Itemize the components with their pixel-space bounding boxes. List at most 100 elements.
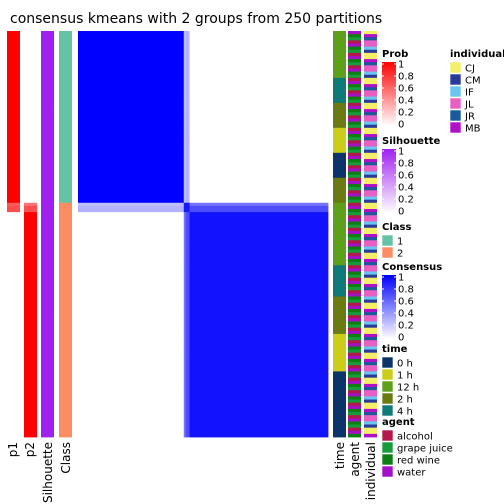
consensus-cell (189, 352, 329, 357)
legend-tick-label: 0.4 (398, 183, 414, 194)
agent-cell (348, 74, 361, 79)
consensus-cell (78, 333, 185, 338)
consensus-cell (185, 362, 190, 366)
p2-cell (24, 346, 37, 350)
consensus-cell (185, 243, 190, 247)
consensus-cell (185, 212, 190, 216)
p1-cell (7, 230, 20, 235)
p2-cell (24, 327, 37, 332)
p1-cell (7, 112, 20, 116)
p2-cell (24, 230, 37, 235)
consensus-cell (185, 255, 190, 260)
legend-tick-label: 1 (398, 273, 404, 284)
individual-cell (364, 227, 377, 232)
consensus-cell (189, 230, 329, 235)
class-cell (59, 368, 72, 372)
agent-cell (348, 330, 361, 335)
p2-cell (24, 99, 37, 104)
p1-cell (7, 99, 20, 104)
p1-cell (7, 315, 20, 319)
silhouette-cell (41, 59, 54, 63)
consensus-cell (189, 240, 329, 244)
consensus-cell (189, 249, 329, 254)
individual-cell (364, 418, 377, 422)
agent-cell (348, 268, 361, 272)
agent-cell (348, 71, 361, 76)
consensus-cell (183, 427, 187, 432)
consensus-cell (183, 252, 187, 257)
p2-cell (24, 312, 37, 316)
agent-cell (348, 371, 361, 375)
class-cell (59, 240, 72, 244)
consensus-cell (189, 421, 329, 425)
time-cell (333, 202, 346, 266)
consensus-cell (183, 230, 187, 235)
p2-cell (24, 209, 37, 213)
class-cell (59, 255, 72, 260)
legend-tick-label: 0 (398, 333, 404, 344)
consensus-cell (189, 346, 329, 350)
p1-cell (7, 209, 20, 213)
class-cell (59, 277, 72, 282)
legend-label: water (397, 468, 426, 479)
consensus-cell (78, 405, 185, 410)
individual-cell (364, 124, 377, 129)
individual-cell (364, 84, 377, 88)
legend-label: MB (465, 124, 481, 135)
class-cell (59, 227, 72, 232)
p2-cell (24, 380, 37, 385)
p2-cell (24, 321, 37, 325)
consensus-cell (183, 184, 187, 188)
individual-cell (364, 180, 377, 185)
p2-cell (24, 190, 37, 194)
silhouette-cell (41, 393, 54, 397)
consensus-cell (78, 121, 185, 126)
consensus-cell (78, 308, 185, 313)
class-cell (59, 249, 72, 254)
individual-cell (364, 212, 377, 216)
legend-swatch (381, 465, 394, 478)
p1-cell (7, 346, 20, 350)
silhouette-cell (41, 243, 54, 247)
consensus-cell (78, 152, 185, 157)
silhouette-cell (41, 184, 54, 188)
p2-cell (24, 268, 37, 272)
consensus-cell (78, 46, 185, 51)
class-cell (59, 337, 72, 341)
consensus-cell (185, 249, 190, 254)
silhouette-cell (41, 240, 54, 244)
p2-cell (24, 121, 37, 126)
consensus-cell (78, 318, 185, 322)
p1-cell (7, 124, 20, 129)
consensus-cell (183, 393, 187, 397)
consensus-cell (189, 80, 329, 85)
p2-cell (24, 424, 37, 429)
consensus-cell (183, 430, 187, 435)
consensus-cell (189, 255, 329, 260)
consensus-cell (189, 374, 329, 379)
consensus-cell (78, 43, 185, 48)
consensus-cell (189, 343, 329, 347)
p1-cell (7, 277, 20, 282)
consensus-cell (183, 121, 187, 126)
silhouette-cell (41, 137, 54, 141)
class-cell (59, 55, 72, 60)
consensus-cell (189, 171, 329, 176)
individual-cell (364, 355, 377, 360)
p1-cell (7, 268, 20, 272)
class-cell (59, 155, 72, 160)
class-cell (59, 355, 72, 360)
consensus-cell (185, 380, 190, 385)
consensus-cell (185, 271, 190, 275)
consensus-cell (189, 130, 329, 135)
class-cell (59, 146, 72, 151)
consensus-cell (189, 246, 329, 251)
consensus-cell (189, 34, 329, 38)
consensus-cell (185, 393, 190, 397)
p2-cell (24, 302, 37, 307)
individual-cell (364, 430, 377, 435)
silhouette-cell (41, 124, 54, 129)
consensus-cell (78, 399, 185, 404)
silhouette-cell (41, 283, 54, 288)
p1-cell (7, 87, 20, 91)
